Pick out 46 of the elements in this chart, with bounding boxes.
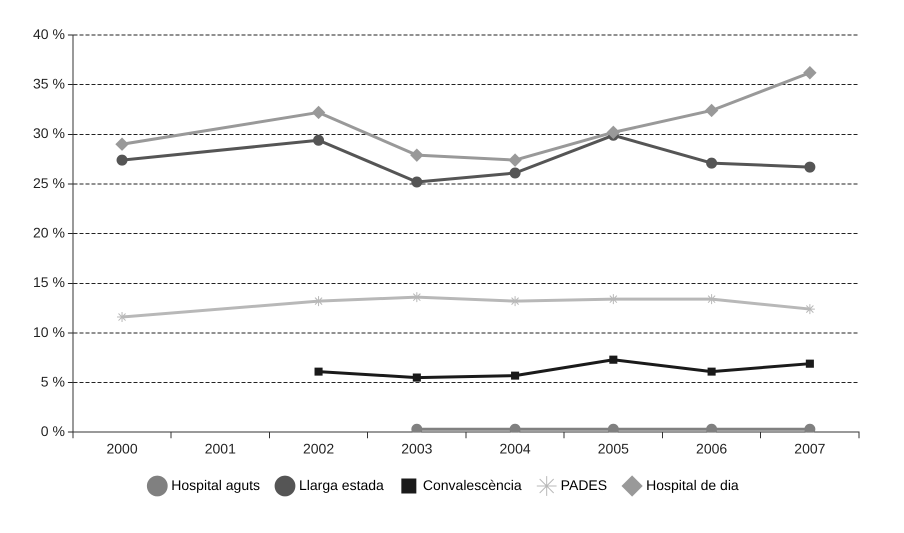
x-tick-label: 2005 — [598, 440, 630, 456]
y-tick-label: 15 % — [32, 274, 65, 290]
point — [606, 126, 620, 139]
x-tick-label: 2002 — [302, 440, 334, 456]
x-tick-label: 2003 — [401, 440, 433, 456]
point — [806, 360, 814, 368]
point — [412, 374, 421, 382]
legend-label: Llarga estada — [299, 476, 384, 493]
y-tick-label: 20 % — [32, 224, 65, 240]
legend-label: PADES — [560, 476, 608, 493]
legend-label: Hospital de dia — [646, 476, 739, 493]
x-tick-label: 2006 — [696, 440, 728, 456]
point — [510, 424, 521, 432]
y-tick-label: 10 % — [32, 324, 65, 340]
point — [511, 372, 520, 380]
legend-label: Hospital aguts — [171, 476, 260, 493]
point — [804, 162, 816, 173]
y-tick-label: 0 % — [40, 423, 65, 440]
point — [803, 66, 816, 80]
point — [314, 368, 323, 376]
point — [116, 154, 128, 166]
point — [410, 148, 424, 162]
x-tick-label: 2007 — [794, 440, 826, 456]
point — [608, 424, 619, 432]
point — [313, 134, 324, 146]
point — [116, 138, 129, 151]
x-tick-label: 2000 — [106, 440, 138, 456]
y-tick-label: 30 % — [32, 125, 65, 142]
point — [312, 106, 326, 119]
point — [706, 424, 718, 432]
x-tick-label: 2004 — [500, 440, 531, 456]
y-tick-label: 25 % — [32, 174, 65, 191]
point — [804, 424, 816, 432]
point — [510, 168, 521, 179]
y-tick-label: 40 % — [32, 26, 65, 42]
point — [508, 154, 522, 167]
point — [706, 158, 718, 169]
x-tick-label: 2001 — [204, 440, 236, 456]
point — [705, 104, 718, 117]
point — [609, 356, 618, 364]
legend-label: Convalescència — [422, 476, 522, 493]
y-tick-label: 35 % — [32, 76, 65, 92]
point — [411, 176, 422, 188]
point — [411, 424, 422, 432]
y-tick-label: 5 % — [40, 373, 65, 390]
point — [708, 368, 716, 376]
